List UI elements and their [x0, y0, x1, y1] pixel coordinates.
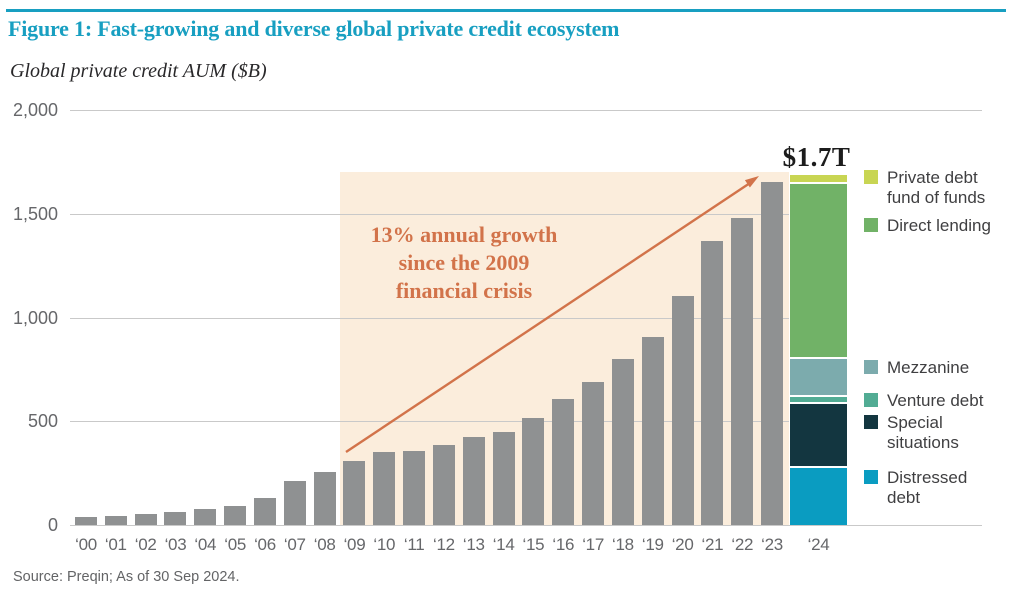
x-tick-24: ‘24	[807, 535, 830, 554]
bar-16	[552, 399, 575, 525]
x-tick-03: ‘03	[164, 535, 187, 554]
x-tick-15: ‘15	[522, 535, 545, 554]
x-tick-18: ‘18	[612, 535, 634, 554]
bar-19	[641, 337, 664, 525]
bar-09	[343, 461, 366, 525]
legend-swatch-private-debt-fund-of-funds	[864, 170, 878, 184]
segment-venture-debt	[790, 395, 847, 402]
gridline-1500	[70, 213, 789, 215]
legend-label-direct-lending: Direct lending	[887, 216, 991, 235]
x-tick-21: ‘21	[701, 535, 724, 554]
bar-18	[611, 359, 634, 525]
gridline-0	[70, 525, 982, 526]
bar-11	[403, 450, 426, 525]
x-tick-00: ‘00	[75, 535, 97, 554]
title-rule	[6, 9, 1006, 12]
bar-21	[701, 240, 724, 525]
x-tick-20: ‘20	[671, 535, 694, 554]
x-tick-14: ‘14	[492, 535, 515, 554]
bar-08	[313, 472, 336, 525]
legend-swatch-direct-lending	[864, 218, 878, 232]
bar-23	[761, 181, 784, 525]
x-tick-23: ‘23	[761, 535, 783, 554]
x-tick-07: ‘07	[283, 535, 306, 554]
total-aum-label: $1.7T	[782, 142, 851, 173]
y-tick-2000: 2,000	[12, 100, 58, 120]
x-tick-05: ‘05	[224, 535, 247, 554]
legend-swatch-venture-debt	[864, 393, 878, 407]
y-tick-1000: 1,000	[12, 307, 58, 328]
bar-13	[462, 436, 485, 525]
x-tick-19: ‘19	[641, 535, 664, 554]
bar-22	[731, 217, 754, 525]
x-tick-10: ‘10	[373, 535, 396, 554]
y-tick-0: 0	[47, 515, 58, 535]
bar-20	[671, 295, 694, 525]
x-tick-08: ‘08	[313, 535, 336, 554]
legend-swatch-special-situations	[864, 415, 878, 429]
segment-mezzanine	[790, 356, 847, 396]
legend-item-mezzanine: Mezzanine	[864, 358, 1003, 378]
bar-10	[373, 451, 396, 525]
legend-swatch-distressed-debt	[864, 470, 878, 484]
legend-item-distressed-debt: Distressed debt	[864, 468, 1003, 508]
bar-04	[194, 509, 217, 525]
legend-label-private-debt-fund-of-funds: Private debt fund of funds	[887, 168, 986, 207]
bar-12	[432, 445, 455, 525]
bar-01	[104, 515, 127, 525]
x-tick-01: ‘01	[104, 535, 127, 554]
legend-item-venture-debt: Venture debt	[864, 391, 1003, 411]
x-tick-11: ‘11	[403, 535, 425, 554]
legend-label-mezzanine: Mezzanine	[887, 358, 970, 377]
figure-title: Figure 1: Fast-growing and diverse globa…	[8, 16, 620, 41]
legend-label-venture-debt: Venture debt	[887, 391, 984, 410]
legend-swatch-mezzanine	[864, 360, 878, 374]
bar-00	[75, 516, 97, 525]
segment-private-debt-fund-of-funds	[790, 175, 847, 182]
legend-item-special-situations: Special situations	[864, 413, 1003, 453]
x-tick-09: ‘09	[343, 535, 366, 554]
x-tick-22: ‘22	[731, 535, 754, 554]
bar-02	[134, 513, 157, 525]
segment-special-situations	[790, 401, 847, 466]
x-tick-13: ‘13	[462, 535, 485, 554]
legend-item-direct-lending: Direct lending	[864, 216, 1003, 236]
y-tick-1500: 1,500	[12, 203, 58, 224]
segment-direct-lending	[790, 181, 847, 357]
bar-06	[253, 498, 276, 525]
legend-label-distressed-debt: Distressed debt	[887, 468, 968, 507]
legend-item-private-debt-fund-of-funds: Private debt fund of funds	[864, 168, 1003, 208]
x-tick-17: ‘17	[582, 535, 604, 554]
x-tick-04: ‘04	[194, 535, 217, 554]
chart-subtitle: Global private credit AUM ($B)	[10, 60, 267, 82]
growth-annotation: 13% annual growth since the 2009 financi…	[370, 222, 558, 303]
x-tick-12: ‘12	[433, 535, 455, 554]
x-tick-06: ‘06	[254, 535, 276, 554]
bar-03	[164, 511, 187, 525]
bar-17	[582, 381, 605, 525]
y-tick-500: 500	[27, 411, 58, 432]
bar-14	[492, 432, 515, 525]
gridline-2000	[70, 110, 982, 111]
bar-07	[283, 481, 306, 525]
bar-15	[522, 417, 545, 525]
source-note: Source: Preqin; As of 30 Sep 2024.	[13, 569, 240, 585]
legend-label-special-situations: Special situations	[887, 413, 959, 452]
x-tick-16: ‘16	[552, 535, 575, 554]
x-tick-02: ‘02	[134, 535, 157, 554]
segment-distressed-debt	[790, 465, 847, 525]
bar-05	[224, 506, 247, 525]
